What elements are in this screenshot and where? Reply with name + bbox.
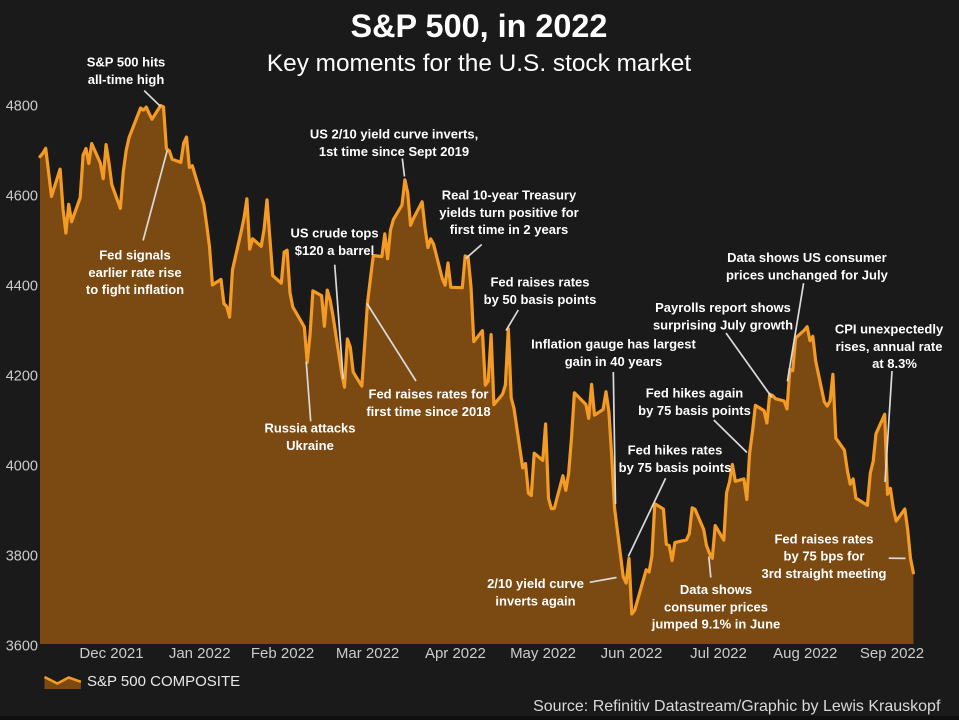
svg-text:earlier rate rise: earlier rate rise	[88, 265, 181, 280]
svg-text:US 2/10 yield curve inverts,: US 2/10 yield curve inverts,	[310, 127, 478, 142]
svg-text:inverts again: inverts again	[495, 593, 575, 608]
svg-text:Sep 2022: Sep 2022	[860, 645, 924, 662]
svg-text:Aug 2022: Aug 2022	[773, 645, 837, 662]
svg-text:4800: 4800	[6, 98, 38, 114]
svg-text:Apr 2022: Apr 2022	[425, 645, 486, 662]
svg-text:Jul 2022: Jul 2022	[690, 645, 747, 662]
svg-text:Jun 2022: Jun 2022	[601, 645, 663, 662]
svg-text:yields turn positive for: yields turn positive for	[439, 205, 578, 220]
svg-text:CPI unexpectedly: CPI unexpectedly	[835, 322, 944, 337]
svg-text:Mar 2022: Mar 2022	[336, 645, 399, 662]
svg-text:Dec 2021: Dec 2021	[79, 645, 143, 662]
svg-text:Inflation gauge has largest: Inflation gauge has largest	[531, 337, 696, 352]
svg-text:4000: 4000	[6, 458, 38, 474]
svg-text:rises, annual rate: rises, annual rate	[836, 339, 943, 354]
svg-text:Fed raises rates: Fed raises rates	[490, 275, 589, 290]
svg-text:Jan 2022: Jan 2022	[169, 645, 231, 662]
svg-text:1st time since Sept 2019: 1st time since Sept 2019	[319, 144, 469, 159]
svg-text:Feb 2022: Feb 2022	[251, 645, 314, 662]
svg-text:jumped 9.1% in June: jumped 9.1% in June	[651, 617, 781, 632]
svg-text:surprising July growth: surprising July growth	[653, 317, 793, 332]
svg-text:Fed hikes rates: Fed hikes rates	[628, 443, 723, 458]
svg-text:May 2022: May 2022	[510, 645, 576, 662]
svg-text:at 8.3%: at 8.3%	[872, 356, 917, 371]
svg-text:3rd straight meeting: 3rd straight meeting	[762, 566, 887, 581]
svg-text:Russia attacks: Russia attacks	[264, 421, 355, 436]
svg-text:$120 a barrel: $120 a barrel	[295, 243, 375, 258]
svg-text:S&P 500, in 2022: S&P 500, in 2022	[351, 8, 608, 44]
svg-text:Fed raises rates for: Fed raises rates for	[369, 387, 489, 402]
svg-text:Real 10-year Treasury: Real 10-year Treasury	[442, 188, 577, 203]
svg-text:gain in 40 years: gain in 40 years	[565, 354, 663, 369]
svg-text:4400: 4400	[6, 278, 38, 294]
svg-text:Data shows: Data shows	[680, 582, 752, 597]
svg-text:to fight inflation: to fight inflation	[86, 282, 184, 297]
svg-text:Ukraine: Ukraine	[286, 438, 334, 453]
svg-text:4200: 4200	[6, 368, 38, 384]
svg-text:3600: 3600	[6, 638, 38, 654]
svg-text:by 75 basis points: by 75 basis points	[638, 403, 751, 418]
svg-text:consumer prices: consumer prices	[664, 599, 768, 614]
svg-text:prices unchanged for July: prices unchanged for July	[726, 267, 889, 282]
svg-text:Data shows US consumer: Data shows US consumer	[727, 250, 887, 265]
svg-text:all-time high: all-time high	[88, 72, 165, 87]
svg-text:Source: Refinitiv Datastream/G: Source: Refinitiv Datastream/Graphic by …	[533, 698, 941, 715]
svg-text:2/10 yield curve: 2/10 yield curve	[487, 576, 584, 591]
svg-text:first time since 2018: first time since 2018	[366, 404, 490, 419]
svg-text:S&P 500 COMPOSITE: S&P 500 COMPOSITE	[87, 673, 240, 690]
svg-text:Payrolls report shows: Payrolls report shows	[655, 300, 791, 315]
svg-text:US crude tops: US crude tops	[290, 226, 378, 241]
svg-text:first time in 2 years: first time in 2 years	[450, 222, 569, 237]
svg-text:S&P 500 hits: S&P 500 hits	[87, 55, 166, 70]
svg-text:Key moments for the U.S. stock: Key moments for the U.S. stock market	[267, 50, 691, 77]
svg-text:Fed hikes again: Fed hikes again	[646, 386, 744, 401]
svg-text:Fed signals: Fed signals	[99, 248, 171, 263]
svg-text:Fed raises rates: Fed raises rates	[774, 531, 873, 546]
svg-text:by 75 basis points: by 75 basis points	[619, 460, 732, 475]
svg-text:3800: 3800	[6, 548, 38, 564]
svg-text:4600: 4600	[6, 188, 38, 204]
svg-text:by 50 basis points: by 50 basis points	[484, 292, 597, 307]
svg-text:by 75 bps for: by 75 bps for	[784, 549, 865, 564]
